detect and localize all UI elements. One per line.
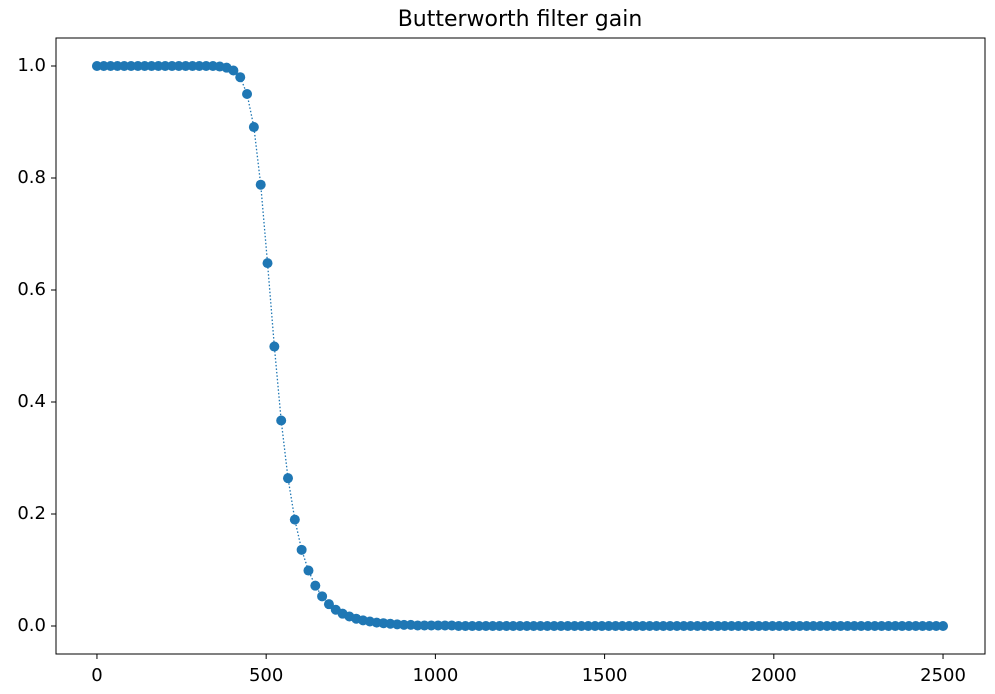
point <box>289 514 300 525</box>
point <box>569 621 580 631</box>
point <box>248 122 259 133</box>
point <box>842 621 853 631</box>
point <box>828 621 839 631</box>
point <box>282 473 293 484</box>
y-tick-label: 0.2 <box>17 503 46 524</box>
point <box>453 621 464 631</box>
point <box>862 621 873 631</box>
point <box>931 621 942 631</box>
point <box>91 61 102 71</box>
point <box>323 599 334 610</box>
y-tick-label: 0.0 <box>17 615 46 636</box>
y-tick-label: 0.6 <box>17 279 46 300</box>
point <box>562 621 573 631</box>
point <box>781 621 792 631</box>
x-tick-label: 500 <box>249 665 283 686</box>
point <box>753 621 764 631</box>
point <box>119 61 130 71</box>
point <box>897 621 908 631</box>
y-tick-label: 1.0 <box>17 55 46 76</box>
point <box>242 89 253 99</box>
chart-title: Butterworth filter gain <box>398 7 643 32</box>
point <box>235 72 246 83</box>
point <box>637 621 648 631</box>
point <box>439 620 450 631</box>
point <box>528 621 539 631</box>
y-tick-label: 0.8 <box>17 167 46 188</box>
point <box>549 621 560 631</box>
point <box>317 591 328 602</box>
y-tick-label: 0.4 <box>17 391 46 412</box>
point <box>583 621 594 631</box>
x-tick-label: 2000 <box>751 665 797 686</box>
x-tick-label: 1500 <box>582 665 628 686</box>
point <box>596 621 607 631</box>
point <box>303 565 314 576</box>
point <box>665 621 676 631</box>
point <box>173 61 184 71</box>
point <box>876 621 887 631</box>
point <box>180 61 191 71</box>
point <box>126 61 137 71</box>
plot-frame <box>55 37 986 655</box>
point <box>508 621 519 631</box>
point <box>160 61 171 71</box>
x-tick-label: 2500 <box>920 665 966 686</box>
point <box>903 621 914 631</box>
point <box>726 621 737 631</box>
point <box>542 621 553 631</box>
point <box>276 415 287 426</box>
point <box>808 621 819 631</box>
point <box>494 621 505 631</box>
point <box>719 621 730 631</box>
x-tick-label: 0 <box>91 665 102 686</box>
point <box>671 621 682 631</box>
point <box>255 179 266 190</box>
point <box>262 258 273 269</box>
point <box>938 621 949 631</box>
point <box>849 621 860 631</box>
series-line <box>96 65 944 627</box>
point <box>774 621 785 631</box>
point <box>685 621 696 631</box>
point <box>194 61 205 71</box>
point <box>296 544 307 555</box>
point <box>760 621 771 631</box>
point <box>603 621 614 631</box>
point <box>651 621 662 631</box>
point <box>815 621 826 631</box>
point <box>794 621 805 631</box>
point <box>228 65 239 76</box>
point <box>139 61 150 71</box>
point <box>419 620 430 631</box>
point <box>310 580 321 591</box>
point <box>514 621 525 631</box>
point <box>474 621 485 631</box>
point <box>630 621 641 631</box>
point <box>692 621 703 631</box>
point <box>269 341 280 352</box>
point <box>480 621 491 631</box>
point <box>146 61 157 71</box>
point <box>426 620 437 631</box>
point <box>740 621 751 631</box>
x-tick-label: 1000 <box>412 665 458 686</box>
point <box>917 621 928 631</box>
point <box>105 61 116 71</box>
point <box>706 621 717 631</box>
point <box>617 621 628 631</box>
point <box>460 621 471 631</box>
point <box>883 621 894 631</box>
